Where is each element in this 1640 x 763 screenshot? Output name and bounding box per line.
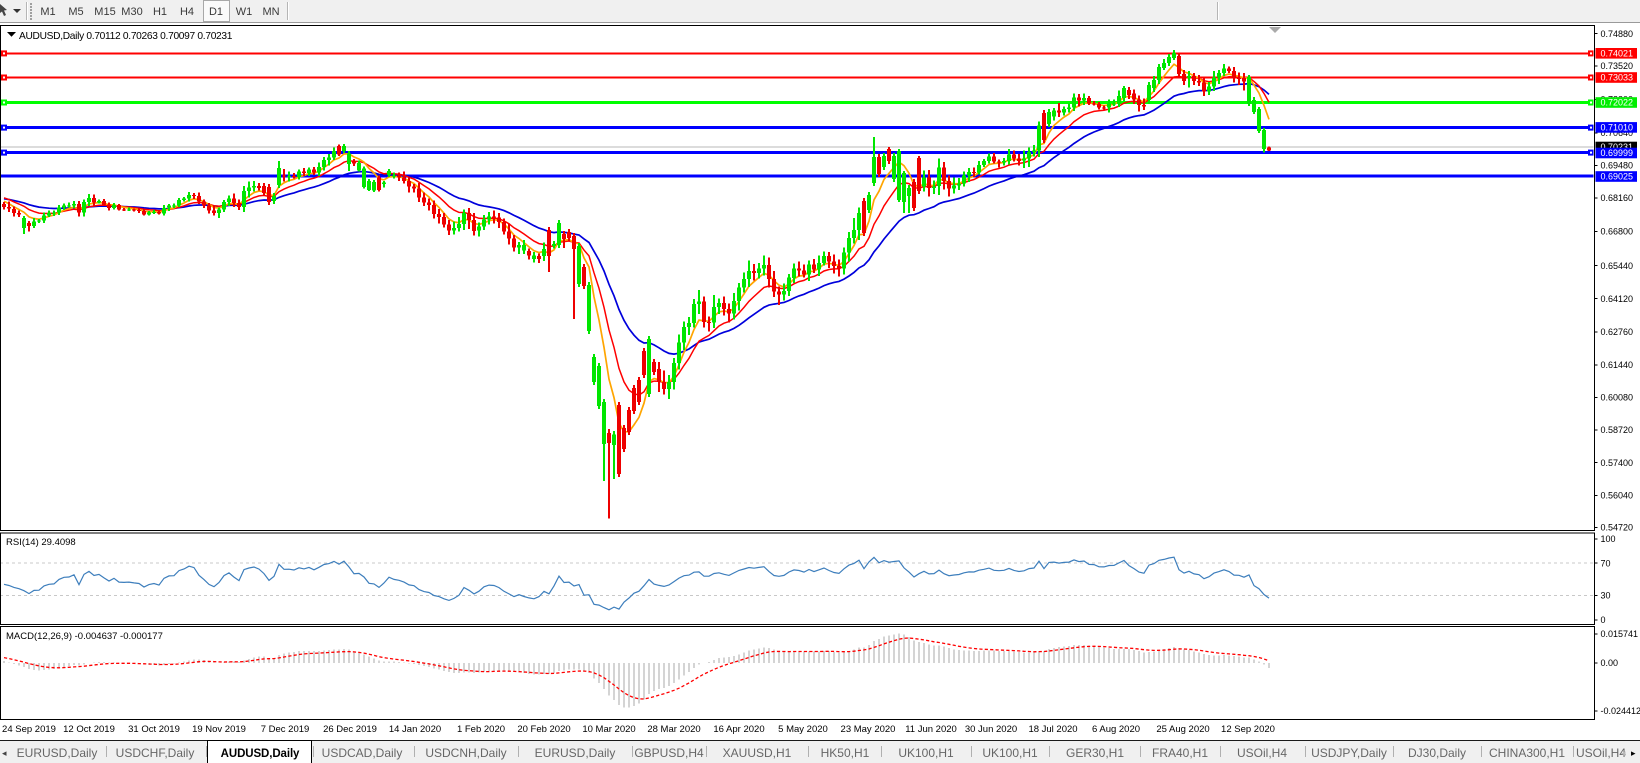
svg-text:0.60080: 0.60080 [1601,393,1634,403]
svg-text:XAUUSD,H1: XAUUSD,H1 [723,746,792,760]
svg-text:0.69480: 0.69480 [1601,161,1634,171]
svg-text:0.69999: 0.69999 [1601,148,1634,158]
svg-text:M30: M30 [121,6,142,18]
svg-text:USOil,H4: USOil,H4 [1576,746,1626,760]
svg-text:GER30,H1: GER30,H1 [1066,746,1124,760]
svg-text:14 Jan 2020: 14 Jan 2020 [389,724,441,735]
svg-text:◂: ◂ [1621,748,1626,758]
svg-text:0.58720: 0.58720 [1601,425,1634,435]
svg-text:28 Mar 2020: 28 Mar 2020 [647,724,700,735]
svg-text:16 Apr 2020: 16 Apr 2020 [713,724,764,735]
svg-text:0.57400: 0.57400 [1601,458,1634,468]
svg-text:H1: H1 [153,6,167,18]
svg-text:0.71010: 0.71010 [1601,123,1634,133]
svg-text:CHINA300,H1: CHINA300,H1 [1489,746,1565,760]
svg-text:0.69025: 0.69025 [1601,172,1634,182]
svg-text:M1: M1 [40,6,55,18]
svg-text:0.72022: 0.72022 [1601,98,1634,108]
svg-text:5 May 2020: 5 May 2020 [778,724,828,735]
svg-text:HK50,H1: HK50,H1 [821,746,870,760]
svg-text:AUDUSD,Daily: AUDUSD,Daily [221,748,300,760]
svg-text:USDCAD,Daily: USDCAD,Daily [322,746,403,760]
svg-text:100: 100 [1601,534,1616,544]
svg-text:26 Dec 2019: 26 Dec 2019 [323,724,377,735]
svg-text:M15: M15 [94,6,115,18]
svg-text:AUDUSD,Daily 0.70112 0.70263: AUDUSD,Daily 0.70112 0.70263 0.70097 0.7… [19,31,233,42]
svg-text:USOil,H4: USOil,H4 [1237,746,1287,760]
svg-text:UK100,H1: UK100,H1 [898,746,954,760]
svg-text:FRA40,H1: FRA40,H1 [1152,746,1208,760]
svg-text:▸: ▸ [1631,748,1636,758]
svg-text:0.66800: 0.66800 [1601,227,1634,237]
svg-text:USDCHF,Daily: USDCHF,Daily [116,746,195,760]
svg-text:20 Feb 2020: 20 Feb 2020 [517,724,570,735]
svg-text:70: 70 [1601,558,1611,568]
svg-text:0.56040: 0.56040 [1601,491,1634,501]
svg-text:19 Nov 2019: 19 Nov 2019 [192,724,246,735]
svg-text:DJ30,Daily: DJ30,Daily [1408,746,1466,760]
svg-text:H4: H4 [180,6,194,18]
svg-text:1 Feb 2020: 1 Feb 2020 [457,724,505,735]
svg-text:10 Mar 2020: 10 Mar 2020 [582,724,635,735]
svg-text:GBPUSD,H4: GBPUSD,H4 [634,746,704,760]
svg-text:D1: D1 [209,6,223,18]
svg-text:EURUSD,Daily: EURUSD,Daily [17,746,98,760]
svg-text:0.70640: 0.70640 [1601,128,1634,138]
svg-text:30 Jun 2020: 30 Jun 2020 [965,724,1017,735]
svg-text:0.68160: 0.68160 [1601,193,1634,203]
svg-text:12 Oct 2019: 12 Oct 2019 [63,724,115,735]
svg-text:◂: ◂ [2,748,7,758]
svg-text:0.62760: 0.62760 [1601,327,1634,337]
svg-text:UK100,H1: UK100,H1 [982,746,1038,760]
svg-text:0.61440: 0.61440 [1601,360,1634,370]
svg-text:31 Oct 2019: 31 Oct 2019 [128,724,180,735]
svg-text:12 Sep 2020: 12 Sep 2020 [1221,724,1275,735]
svg-text:6 Aug 2020: 6 Aug 2020 [1092,724,1140,735]
svg-text:USDJPY,Daily: USDJPY,Daily [1311,746,1387,760]
svg-text:0.70231: 0.70231 [1601,142,1634,152]
svg-text:0.74880: 0.74880 [1601,29,1634,39]
svg-text:0.73520: 0.73520 [1601,61,1634,71]
svg-text:0.73033: 0.73033 [1601,73,1634,83]
svg-text:MACD(12,26,9) -0.004637 -0.000: MACD(12,26,9) -0.004637 -0.000177 [6,631,163,642]
svg-text:EURUSD,Daily: EURUSD,Daily [535,746,616,760]
svg-text:23 May 2020: 23 May 2020 [841,724,896,735]
svg-text:30: 30 [1601,591,1611,601]
svg-text:11 Jun 2020: 11 Jun 2020 [905,724,957,735]
svg-text:0.54720: 0.54720 [1601,523,1634,533]
svg-text:0.64120: 0.64120 [1601,294,1634,304]
svg-text:7 Dec 2019: 7 Dec 2019 [261,724,310,735]
svg-text:0.74021: 0.74021 [1601,49,1634,59]
svg-text:RSI(14) 29.4098: RSI(14) 29.4098 [6,537,76,548]
svg-text:0.015741: 0.015741 [1601,629,1639,639]
svg-text:18 Jul 2020: 18 Jul 2020 [1028,724,1077,735]
svg-text:0.65440: 0.65440 [1601,261,1634,271]
svg-text:0: 0 [1601,615,1606,625]
svg-text:M5: M5 [68,6,83,18]
svg-text:25 Aug 2020: 25 Aug 2020 [1156,724,1209,735]
svg-text:MN: MN [262,6,279,18]
svg-text:USDCNH,Daily: USDCNH,Daily [425,746,506,760]
svg-text:-0.024412: -0.024412 [1601,706,1640,716]
svg-text:0.00: 0.00 [1601,658,1619,668]
svg-text:W1: W1 [236,6,253,18]
svg-text:24 Sep 2019: 24 Sep 2019 [2,724,56,735]
